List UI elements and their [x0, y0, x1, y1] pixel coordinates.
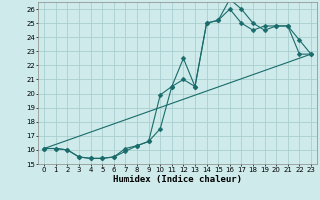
- X-axis label: Humidex (Indice chaleur): Humidex (Indice chaleur): [113, 175, 242, 184]
